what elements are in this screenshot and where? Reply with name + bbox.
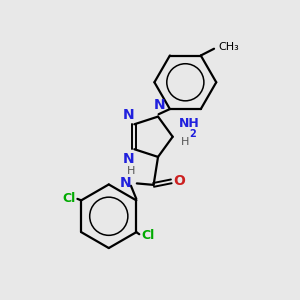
Text: CH₃: CH₃ — [218, 42, 239, 52]
Text: H: H — [181, 137, 189, 147]
Text: NH: NH — [179, 117, 200, 130]
Text: N: N — [154, 98, 165, 112]
Text: Cl: Cl — [62, 192, 75, 206]
Text: N: N — [123, 152, 135, 166]
Text: 2: 2 — [190, 129, 196, 139]
Text: Cl: Cl — [141, 229, 154, 242]
Text: N: N — [120, 176, 131, 190]
Text: N: N — [123, 108, 135, 122]
Text: O: O — [174, 174, 185, 188]
Text: H: H — [127, 166, 135, 176]
